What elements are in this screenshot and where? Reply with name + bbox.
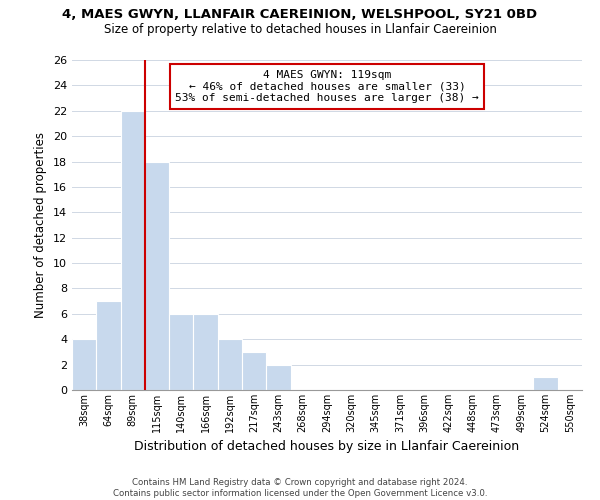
Bar <box>218 339 242 390</box>
X-axis label: Distribution of detached houses by size in Llanfair Caereinion: Distribution of detached houses by size … <box>134 440 520 454</box>
Bar <box>121 111 145 390</box>
Bar <box>242 352 266 390</box>
Text: 4 MAES GWYN: 119sqm
← 46% of detached houses are smaller (33)
53% of semi-detach: 4 MAES GWYN: 119sqm ← 46% of detached ho… <box>175 70 479 103</box>
Bar <box>72 339 96 390</box>
Bar <box>266 364 290 390</box>
Text: Contains HM Land Registry data © Crown copyright and database right 2024.
Contai: Contains HM Land Registry data © Crown c… <box>113 478 487 498</box>
Bar <box>96 301 121 390</box>
Bar <box>193 314 218 390</box>
Text: Size of property relative to detached houses in Llanfair Caereinion: Size of property relative to detached ho… <box>104 22 496 36</box>
Text: 4, MAES GWYN, LLANFAIR CAEREINION, WELSHPOOL, SY21 0BD: 4, MAES GWYN, LLANFAIR CAEREINION, WELSH… <box>62 8 538 20</box>
Y-axis label: Number of detached properties: Number of detached properties <box>34 132 47 318</box>
Bar <box>533 378 558 390</box>
Bar <box>169 314 193 390</box>
Bar <box>145 162 169 390</box>
